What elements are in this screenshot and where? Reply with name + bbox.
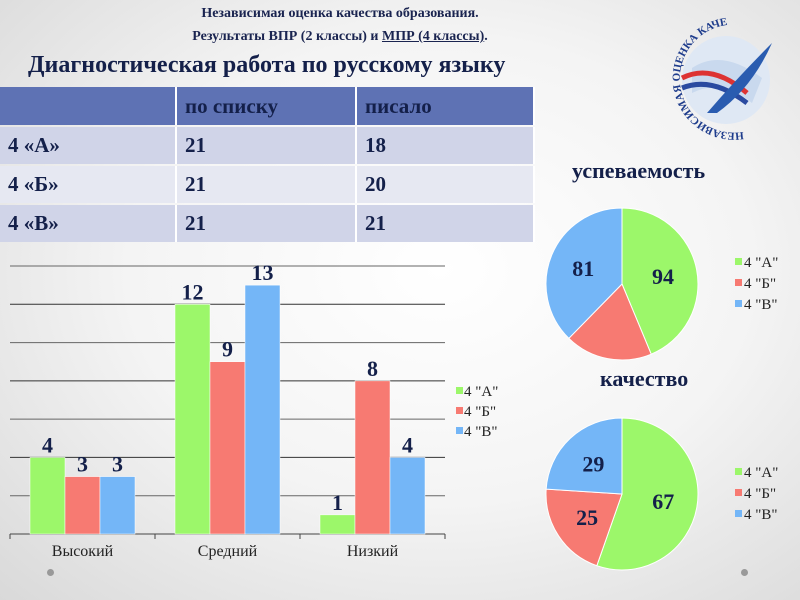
x-tick-label: Высокий [52, 543, 114, 560]
table-header-cell: писало [357, 87, 535, 125]
bar [174, 304, 211, 535]
header-line-2-suffix: . [484, 29, 488, 44]
bar-data-label: 3 [77, 452, 88, 477]
bar-data-label: 8 [367, 356, 378, 381]
pie-chart-2: 67 25 29 4 "А" 4 "Б" 4 "В" [545, 417, 778, 571]
table-row: 4 «В» 21 21 [0, 205, 535, 242]
table-cell: 21 [177, 127, 357, 164]
stats-table: по списку писало 4 «А» 21 18 4 «Б» 21 20 4 «… [0, 85, 535, 244]
legend-label: 4 "Б" [464, 404, 496, 420]
bar-data-label: 4 [402, 432, 413, 457]
bar-data-label: 4 [42, 432, 53, 457]
table-cell: 4 «В» [0, 205, 177, 242]
pie-data-label: 67 [652, 489, 674, 514]
legend-label: 4 "В" [744, 507, 778, 523]
pie-data-label: 25 [576, 505, 598, 530]
x-tick-label: Низкий [347, 543, 399, 560]
bar-data-label: 9 [222, 337, 233, 362]
pie-slice [545, 207, 623, 340]
legend-swatch [735, 300, 742, 307]
pie-slice [568, 283, 652, 361]
feather-icon [707, 43, 772, 113]
table-cell: 21 [357, 205, 535, 242]
bar [319, 514, 356, 535]
pie-1-title: успеваемость [572, 158, 706, 183]
table-cell: 4 «Б» [0, 166, 177, 203]
bar [64, 476, 101, 535]
legend-label: 4 "В" [744, 297, 778, 313]
table-header-cell [0, 87, 177, 125]
bar-data-label: 13 [252, 260, 274, 285]
pie-data-label: 29 [582, 451, 604, 476]
legend-swatch [735, 279, 742, 286]
header-line-2-link: МПР (4 классы) [381, 29, 485, 44]
pie-slice [545, 417, 623, 495]
table-cell: 21 [177, 205, 357, 242]
table-cell: 4 «А» [0, 127, 177, 164]
header-line-1: Независимая оценка качества образования. [201, 6, 479, 21]
decorative-dot [47, 569, 54, 576]
table-row: 4 «А» 21 18 [0, 127, 535, 164]
bar [244, 284, 281, 535]
table-row: 4 «Б» 21 20 [0, 166, 535, 203]
page-title: Диагностическая работа по русскому языку [28, 52, 506, 78]
x-tick-label: Средний [198, 543, 258, 560]
bar [29, 457, 66, 535]
bar [99, 476, 136, 535]
pie-chart-1: 9440814 "А"4 "Б"4 "В" [545, 207, 778, 361]
bar-data-label: 12 [182, 279, 204, 304]
bar-data-label: 3 [112, 452, 123, 477]
bar-data-label: 1 [332, 490, 343, 515]
legend-label: 4 "А" [464, 384, 498, 400]
legend-label: 4 "Б" [744, 276, 776, 292]
header-line-2: Результаты ВПР (2 классы) и МПР (4 класс… [0, 29, 680, 45]
legend-swatch [735, 468, 742, 475]
bar [209, 361, 246, 535]
legend-swatch [456, 427, 463, 434]
pie-data-label: 81 [572, 256, 594, 281]
pie-2-title: качество [600, 366, 689, 391]
legend-swatch [456, 407, 463, 414]
legend-swatch [735, 489, 742, 496]
table-cell: 21 [177, 166, 357, 203]
legend-label: 4 "А" [744, 465, 778, 481]
pie-data-label: 94 [652, 264, 674, 289]
table-cell: 20 [357, 166, 535, 203]
decorative-dot [741, 569, 748, 576]
table-header-cell: по списку [177, 87, 357, 125]
pie-slice [545, 488, 623, 567]
legend-swatch [456, 387, 463, 394]
legend-label: 4 "В" [464, 424, 498, 440]
legend-swatch [735, 258, 742, 265]
table-header-row: по списку писало [0, 87, 535, 125]
bar [389, 457, 426, 535]
legend-label: 4 "А" [744, 255, 778, 271]
legend-label: 4 "Б" [744, 486, 776, 502]
bar [354, 380, 391, 535]
table-cell: 18 [357, 127, 535, 164]
logo: НЕЗАВИСИМАЯ ОЦЕНКА КАЧЕСТВА ОБРАЗОВАНИЯ [652, 16, 772, 148]
header-line-2-prefix: Результаты ВПР (2 классы) и [192, 29, 382, 44]
legend-swatch [735, 510, 742, 517]
pie-slice [621, 207, 699, 355]
